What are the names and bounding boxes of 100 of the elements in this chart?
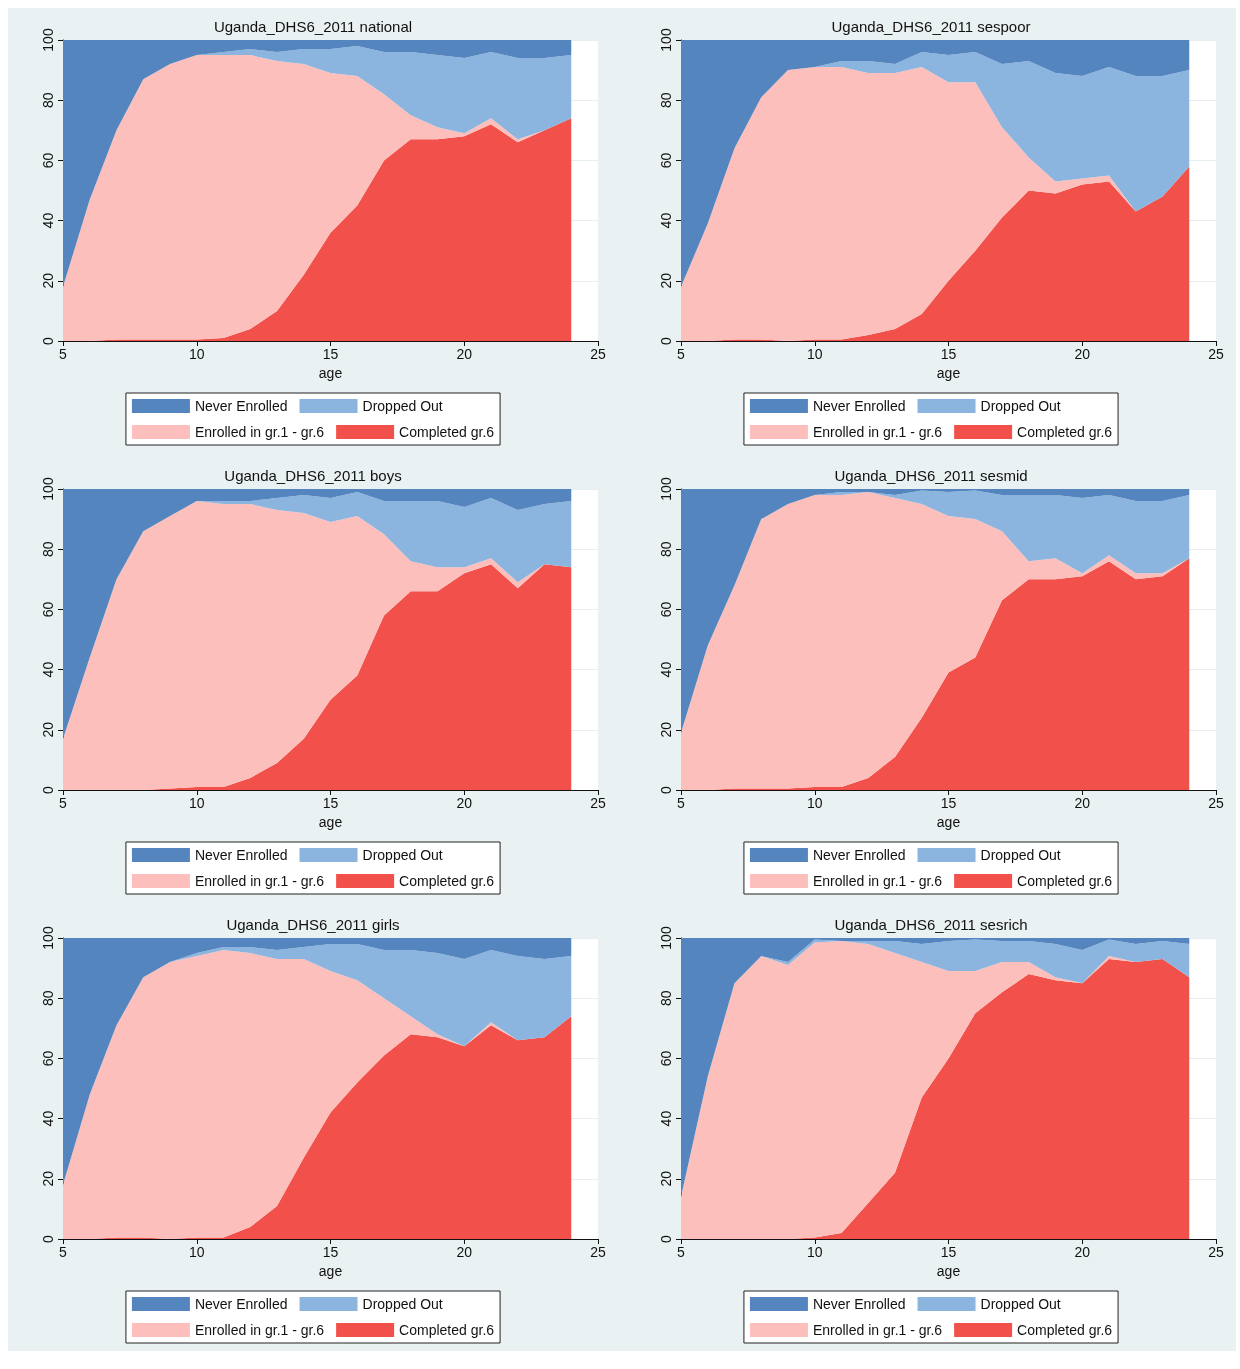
- x-tick-label: 15: [940, 346, 957, 362]
- chart-title: Uganda_DHS6_2011 girls: [226, 916, 400, 933]
- y-tick-label: 100: [40, 477, 56, 501]
- legend-label: Enrolled in gr.1 - gr.6: [194, 424, 325, 440]
- x-tick-label: 15: [940, 1244, 957, 1260]
- y-tick-label: 20: [40, 1170, 56, 1187]
- y-tick-label: 40: [40, 661, 56, 678]
- y-tick-label: 100: [658, 477, 674, 501]
- x-tick-label: 25: [590, 1244, 606, 1260]
- legend-label: Dropped Out: [362, 847, 443, 863]
- x-tick-label: 15: [940, 795, 957, 811]
- legend-label: Completed gr.6: [1017, 1322, 1113, 1338]
- legend-label: Enrolled in gr.1 - gr.6: [194, 1322, 325, 1338]
- x-tick-label: 25: [1208, 795, 1224, 811]
- y-tick-label: 80: [658, 990, 674, 1006]
- x-tick-label: 25: [1208, 1244, 1224, 1260]
- legend-label: Enrolled in gr.1 - gr.6: [812, 873, 943, 889]
- y-tick-label: 0: [658, 336, 674, 345]
- x-tick-label: 5: [59, 346, 68, 362]
- x-tick-label: 5: [59, 795, 68, 811]
- x-axis-title: age: [936, 813, 961, 830]
- x-tick-label: 25: [590, 346, 606, 362]
- x-tick-label: 20: [1074, 1244, 1091, 1260]
- legend-label: Dropped Out: [362, 398, 443, 414]
- legend-label: Never Enrolled: [812, 398, 906, 414]
- legend-label: Completed gr.6: [399, 1322, 495, 1338]
- x-tick-label: 5: [677, 346, 686, 362]
- y-tick-label: 60: [40, 601, 56, 618]
- x-tick-label: 15: [322, 346, 339, 362]
- legend-label: Dropped Out: [980, 398, 1061, 414]
- x-tick-label: 25: [1208, 346, 1224, 362]
- chart-title: Uganda_DHS6_2011 sesrich: [834, 916, 1028, 933]
- chart-title: Uganda_DHS6_2011 boys: [224, 467, 402, 484]
- y-tick-label: 20: [658, 721, 674, 738]
- y-tick-label: 100: [40, 28, 56, 52]
- x-tick-label: 5: [677, 1244, 686, 1260]
- legend-label: Enrolled in gr.1 - gr.6: [194, 873, 325, 889]
- legend-label: Enrolled in gr.1 - gr.6: [812, 424, 943, 440]
- y-tick-label: 80: [658, 541, 674, 557]
- x-tick-label: 20: [456, 1244, 473, 1260]
- legend-label: Enrolled in gr.1 - gr.6: [812, 1322, 943, 1338]
- y-tick-label: 60: [658, 152, 674, 169]
- x-tick-label: 5: [59, 1244, 68, 1260]
- y-tick-label: 20: [658, 1170, 674, 1187]
- y-tick-label: 40: [658, 212, 674, 229]
- y-tick-label: 0: [40, 1234, 56, 1243]
- legend-label: Completed gr.6: [1017, 873, 1113, 889]
- chart-title: Uganda_DHS6_2011 sespoor: [831, 18, 1031, 35]
- y-tick-label: 40: [658, 1110, 674, 1127]
- x-tick-label: 20: [456, 346, 473, 362]
- legend-label: Never Enrolled: [194, 847, 288, 863]
- chart-title: Uganda_DHS6_2011 sesmid: [834, 467, 1028, 484]
- y-tick-label: 40: [40, 212, 56, 229]
- legend-label: Never Enrolled: [812, 1296, 906, 1312]
- x-tick-label: 20: [1074, 795, 1091, 811]
- x-axis-title: age: [936, 1262, 961, 1279]
- x-tick-label: 10: [188, 346, 205, 362]
- legend-label: Dropped Out: [362, 1296, 443, 1312]
- y-tick-label: 80: [658, 92, 674, 108]
- x-tick-label: 25: [590, 795, 606, 811]
- legend-label: Dropped Out: [980, 847, 1061, 863]
- x-tick-label: 15: [322, 1244, 339, 1260]
- legend-label: Never Enrolled: [194, 398, 288, 414]
- x-tick-label: 10: [188, 1244, 205, 1260]
- x-tick-label: 20: [1074, 346, 1091, 362]
- y-tick-label: 0: [40, 336, 56, 345]
- x-tick-label: 20: [456, 795, 473, 811]
- x-tick-label: 10: [806, 1244, 823, 1260]
- legend-label: Completed gr.6: [1017, 424, 1113, 440]
- y-tick-label: 40: [40, 1110, 56, 1127]
- x-axis-title: age: [318, 364, 343, 381]
- legend-label: Never Enrolled: [812, 847, 906, 863]
- y-tick-label: 20: [40, 272, 56, 289]
- y-tick-label: 60: [40, 152, 56, 169]
- x-axis-title: age: [936, 364, 961, 381]
- legend-label: Dropped Out: [980, 1296, 1061, 1312]
- y-tick-label: 100: [658, 28, 674, 52]
- x-axis-title: age: [318, 813, 343, 830]
- x-tick-label: 15: [322, 795, 339, 811]
- y-tick-label: 80: [40, 541, 56, 557]
- y-tick-label: 0: [40, 785, 56, 794]
- legend-label: Never Enrolled: [194, 1296, 288, 1312]
- y-tick-label: 20: [658, 272, 674, 289]
- y-tick-label: 80: [40, 990, 56, 1006]
- y-tick-label: 20: [40, 721, 56, 738]
- y-tick-label: 60: [658, 1050, 674, 1067]
- y-tick-label: 60: [658, 601, 674, 618]
- legend-label: Completed gr.6: [399, 424, 495, 440]
- y-tick-label: 0: [658, 1234, 674, 1243]
- x-tick-label: 10: [188, 795, 205, 811]
- x-tick-label: 5: [677, 795, 686, 811]
- y-tick-label: 100: [40, 926, 56, 950]
- x-axis-title: age: [318, 1262, 343, 1279]
- chart-title: Uganda_DHS6_2011 national: [213, 18, 413, 35]
- legend-label: Completed gr.6: [399, 873, 495, 889]
- y-tick-label: 100: [658, 926, 674, 950]
- y-tick-label: 80: [40, 92, 56, 108]
- y-tick-label: 60: [40, 1050, 56, 1067]
- y-tick-label: 40: [658, 661, 674, 678]
- x-tick-label: 10: [806, 795, 823, 811]
